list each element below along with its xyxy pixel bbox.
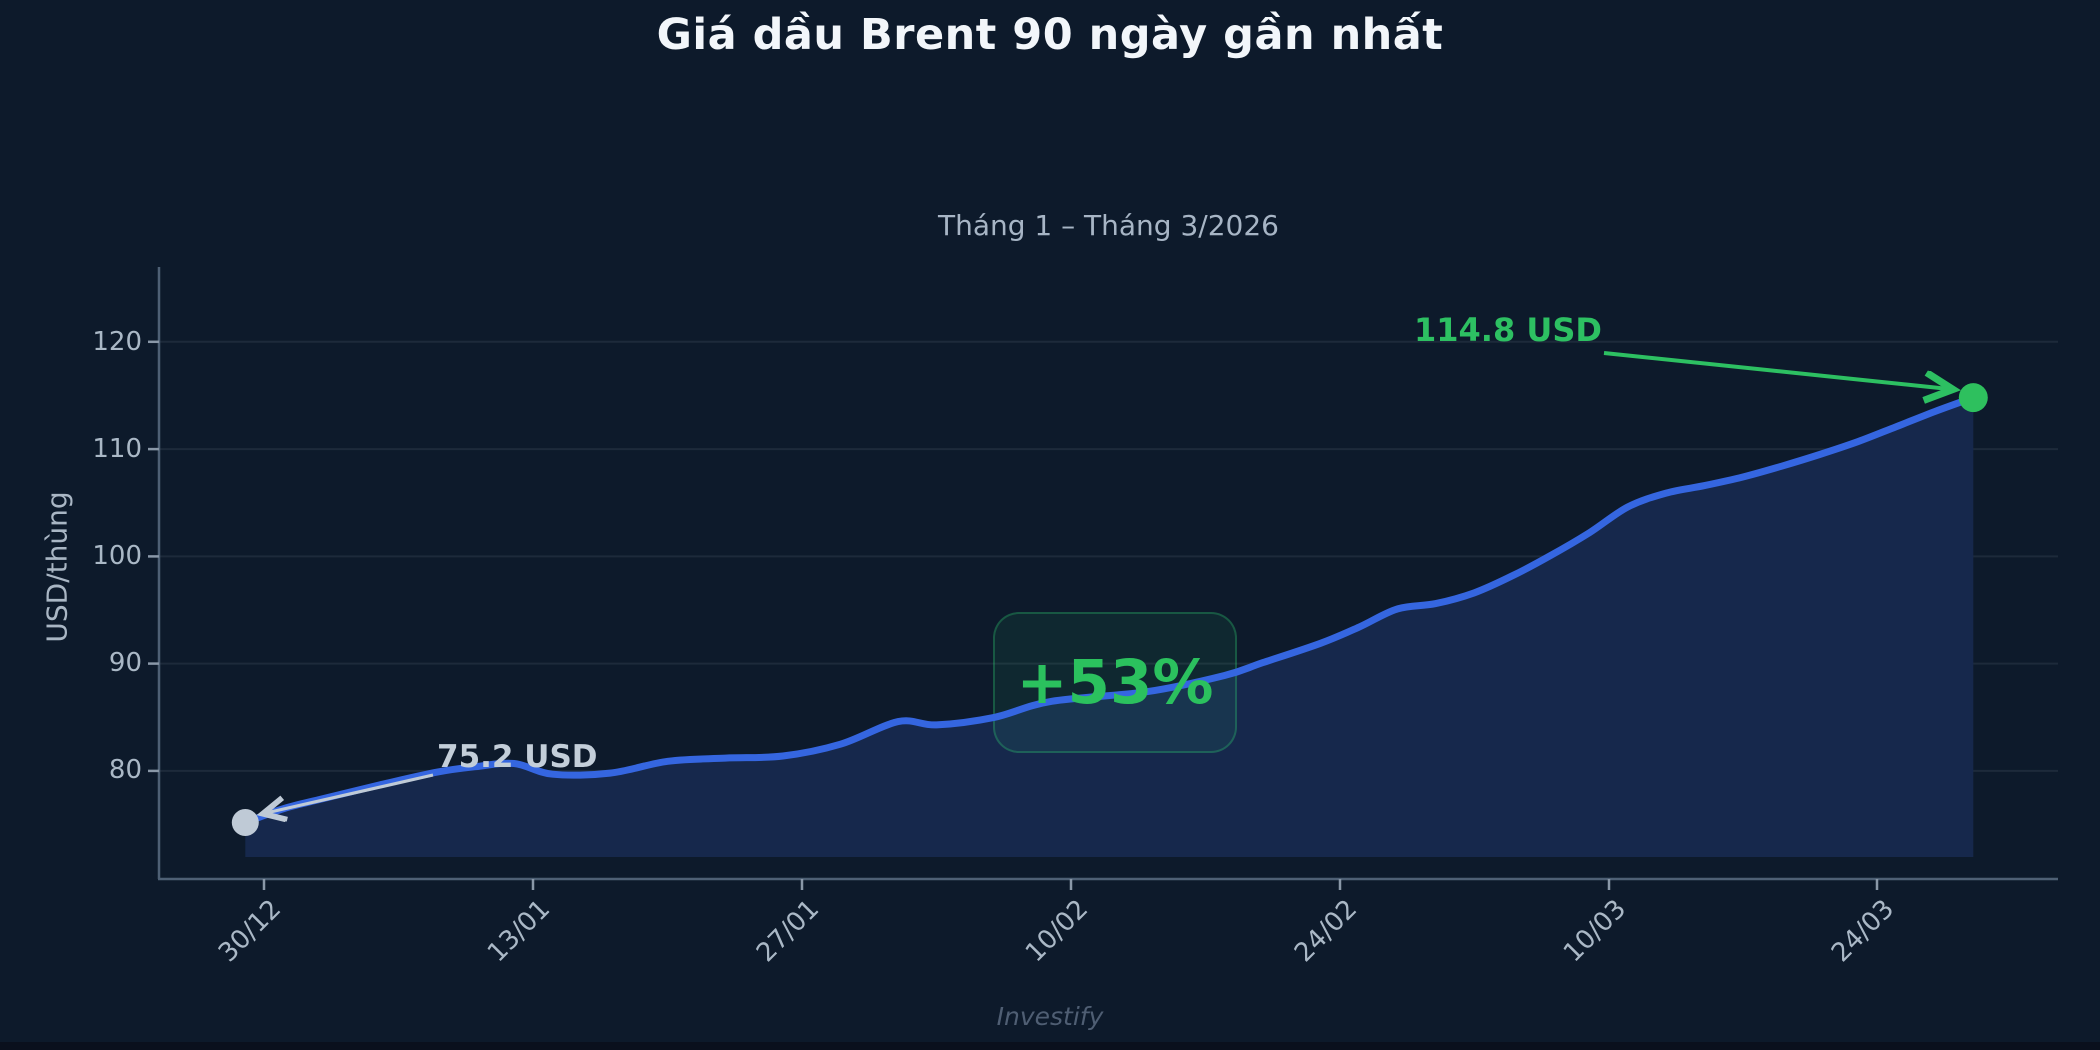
- start-value-label: 75.2 USD: [437, 739, 598, 775]
- start-annotation-arrow: [266, 773, 434, 813]
- bottom-bar: [0, 1042, 2100, 1050]
- y-tick-label: 110: [92, 434, 142, 464]
- start-point-marker: [231, 809, 259, 837]
- axis-spines: [157, 267, 2058, 881]
- chart-subtitle: Tháng 1 – Tháng 3/2026: [938, 209, 1279, 242]
- watermark: Investify: [996, 1002, 1104, 1031]
- change-badge-label: +53%: [1016, 647, 1214, 718]
- axis-tick-marks: [148, 340, 1879, 890]
- y-tick-label: 90: [108, 648, 142, 678]
- end-annotation-arrow: [1603, 351, 1949, 389]
- y-tick-label: 100: [92, 541, 142, 571]
- end-value-label: 114.8 USD: [1414, 311, 1602, 349]
- price-line: [241, 394, 1977, 826]
- price-area-fill: [245, 397, 1974, 857]
- y-tick-label: 80: [108, 755, 142, 785]
- chart-title: Giá dầu Brent 90 ngày gần nhất: [656, 10, 1444, 60]
- end-point-marker: [1958, 383, 1988, 413]
- y-tick-label: 120: [92, 327, 142, 357]
